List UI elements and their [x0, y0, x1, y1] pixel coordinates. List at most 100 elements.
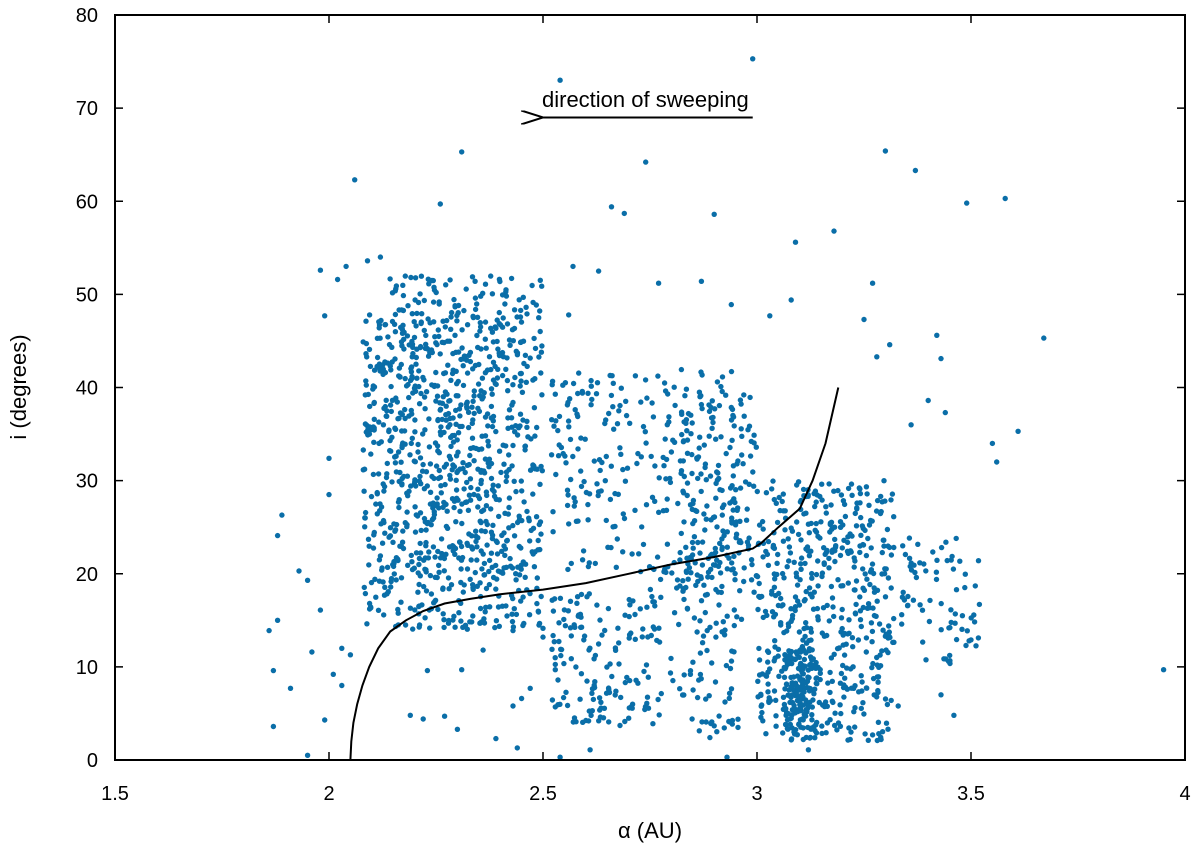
data-point [610, 404, 616, 410]
data-point [623, 412, 630, 419]
data-point [806, 585, 813, 591]
data-point [885, 543, 891, 549]
data-point [743, 517, 750, 523]
data-point [614, 421, 621, 427]
data-point [975, 635, 982, 641]
data-point [507, 342, 513, 348]
data-point [506, 495, 513, 501]
data-point [726, 718, 732, 725]
data-point [717, 487, 723, 493]
data-point [731, 649, 737, 655]
data-point [465, 507, 472, 513]
data-point [778, 603, 785, 609]
data-point [568, 560, 574, 567]
data-point [800, 694, 806, 700]
data-point [668, 449, 675, 455]
data-point [516, 572, 523, 578]
data-point [730, 412, 736, 419]
data-point [714, 557, 720, 563]
data-point [710, 414, 716, 421]
data-point [871, 692, 877, 698]
data-point [670, 677, 676, 684]
data-point [322, 313, 328, 319]
data-point [889, 491, 896, 497]
data-point [393, 577, 399, 583]
data-point [418, 273, 425, 279]
data-point [460, 382, 467, 389]
data-point [447, 456, 454, 462]
data-point [607, 372, 613, 379]
data-point [363, 318, 369, 324]
data-point [789, 712, 795, 718]
data-point [826, 618, 832, 624]
data-point [574, 594, 581, 600]
data-point [868, 620, 875, 626]
data-point [791, 729, 797, 735]
data-point [879, 729, 886, 735]
annotation: direction of sweeping [542, 87, 753, 117]
data-point [533, 514, 540, 520]
data-point [430, 277, 436, 284]
data-point [595, 268, 602, 274]
data-point [537, 328, 543, 335]
data-point [605, 685, 612, 691]
data-point [817, 670, 823, 676]
data-point [506, 466, 512, 473]
data-point [460, 460, 466, 466]
data-point [782, 657, 788, 663]
data-point [448, 326, 454, 332]
data-point [758, 692, 764, 698]
data-point [803, 734, 809, 741]
data-point [812, 686, 818, 692]
data-point [865, 737, 871, 743]
data-point [622, 718, 628, 725]
data-point [891, 615, 897, 622]
data-point [447, 277, 453, 283]
data-point [467, 576, 473, 582]
data-point [812, 527, 818, 533]
data-point [518, 545, 524, 551]
data-point [797, 577, 803, 583]
data-point [861, 316, 867, 323]
data-point [472, 278, 478, 284]
data-point [824, 547, 830, 554]
data-point [510, 442, 516, 449]
data-point [826, 565, 832, 571]
data-point [650, 599, 656, 605]
data-point [748, 557, 755, 563]
data-point [799, 670, 805, 676]
data-point [846, 725, 852, 731]
data-point [677, 549, 683, 556]
data-point [423, 341, 429, 347]
data-point [373, 594, 379, 600]
data-point [531, 405, 538, 411]
data-point [747, 394, 753, 401]
data-point [443, 412, 449, 418]
data-point [469, 274, 476, 280]
data-point [509, 611, 515, 617]
data-point [807, 662, 813, 668]
data-point [404, 333, 411, 339]
data-point [440, 318, 446, 324]
data-point [591, 656, 597, 662]
data-point [712, 679, 719, 685]
data-point [417, 510, 424, 516]
data-point [683, 420, 689, 426]
data-point [704, 591, 710, 598]
data-point [753, 444, 759, 450]
data-point [693, 582, 699, 588]
data-point [485, 438, 491, 444]
data-point [412, 429, 418, 435]
data-point [701, 511, 707, 517]
data-point [797, 702, 803, 708]
data-point [933, 569, 940, 575]
data-point [426, 281, 432, 287]
data-point [843, 641, 849, 647]
data-point [678, 409, 685, 415]
data-point [875, 687, 881, 694]
data-point [421, 583, 427, 590]
data-point [536, 315, 542, 321]
data-point [858, 705, 864, 712]
data-point [411, 319, 417, 325]
data-point [431, 503, 437, 509]
